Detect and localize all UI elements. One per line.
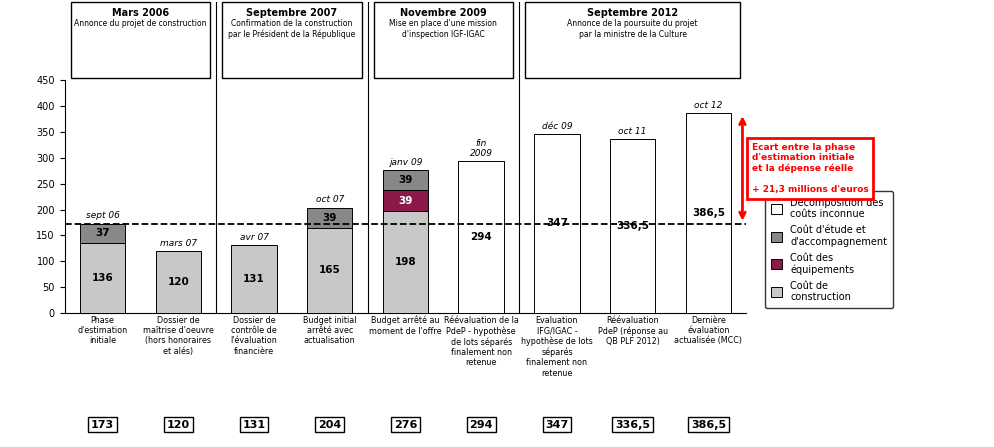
- Bar: [458, 161, 503, 313]
- Text: Annonce du projet de construction: Annonce du projet de construction: [75, 19, 207, 28]
- Bar: [307, 228, 352, 313]
- Text: mars 07: mars 07: [160, 239, 197, 248]
- Bar: [609, 139, 655, 313]
- Text: 336,5: 336,5: [615, 221, 648, 231]
- Bar: [534, 134, 580, 313]
- Text: 120: 120: [167, 277, 189, 287]
- Text: fin
2009: fin 2009: [469, 139, 492, 158]
- Text: sept 06: sept 06: [85, 211, 119, 220]
- Legend: Décomposition des
coûts inconnue, Coût d'étude et
d'accompagnement, Coût des
équ: Décomposition des coûts inconnue, Coût d…: [764, 191, 892, 308]
- Text: 173: 173: [90, 420, 114, 430]
- Text: 294: 294: [470, 232, 492, 242]
- Text: 204: 204: [318, 420, 341, 430]
- Text: Confirmation de la construction
par le Président de la République: Confirmation de la construction par le P…: [228, 19, 355, 39]
- Text: 131: 131: [243, 420, 265, 430]
- Bar: [80, 243, 125, 313]
- Text: oct 11: oct 11: [618, 127, 646, 136]
- Bar: [685, 113, 731, 313]
- Text: janv 09: janv 09: [389, 158, 421, 167]
- Text: 347: 347: [546, 218, 568, 228]
- Text: avr 07: avr 07: [240, 233, 268, 242]
- Text: Mars 2006: Mars 2006: [111, 8, 169, 17]
- Text: 136: 136: [91, 273, 113, 283]
- Text: 37: 37: [95, 228, 109, 238]
- Text: 347: 347: [545, 420, 568, 430]
- Text: déc 09: déc 09: [541, 122, 572, 131]
- Text: 336,5: 336,5: [614, 420, 649, 430]
- Bar: [383, 190, 427, 211]
- Text: Annonce de la poursuite du projet
par la ministre de la Culture: Annonce de la poursuite du projet par la…: [567, 19, 697, 38]
- Text: 386,5: 386,5: [691, 208, 725, 218]
- Bar: [231, 245, 276, 313]
- Text: Ecart entre la phase
d'estimation initiale
et la dépense réelle

+ 21,3 millions: Ecart entre la phase d'estimation initia…: [750, 143, 868, 194]
- Text: 294: 294: [469, 420, 492, 430]
- Text: 276: 276: [394, 420, 416, 430]
- Bar: [80, 224, 125, 243]
- Bar: [307, 207, 352, 228]
- Text: Mise en place d'une mission
d'inspection IGF-IGAC: Mise en place d'une mission d'inspection…: [389, 19, 497, 38]
- Text: 386,5: 386,5: [690, 420, 726, 430]
- Bar: [155, 251, 201, 313]
- Text: 39: 39: [322, 213, 337, 223]
- Text: 165: 165: [318, 265, 340, 275]
- Text: Novembre 2009: Novembre 2009: [400, 8, 486, 17]
- Text: 39: 39: [398, 175, 413, 186]
- Text: 131: 131: [243, 274, 264, 284]
- Text: Septembre 2012: Septembre 2012: [586, 8, 678, 17]
- Text: oct 12: oct 12: [694, 101, 722, 110]
- Text: 198: 198: [395, 257, 415, 267]
- Text: 120: 120: [167, 420, 190, 430]
- Text: oct 07: oct 07: [315, 195, 344, 204]
- Text: 39: 39: [398, 195, 413, 206]
- Text: Septembre 2007: Septembre 2007: [247, 8, 337, 17]
- Bar: [383, 170, 427, 190]
- Bar: [383, 211, 427, 313]
